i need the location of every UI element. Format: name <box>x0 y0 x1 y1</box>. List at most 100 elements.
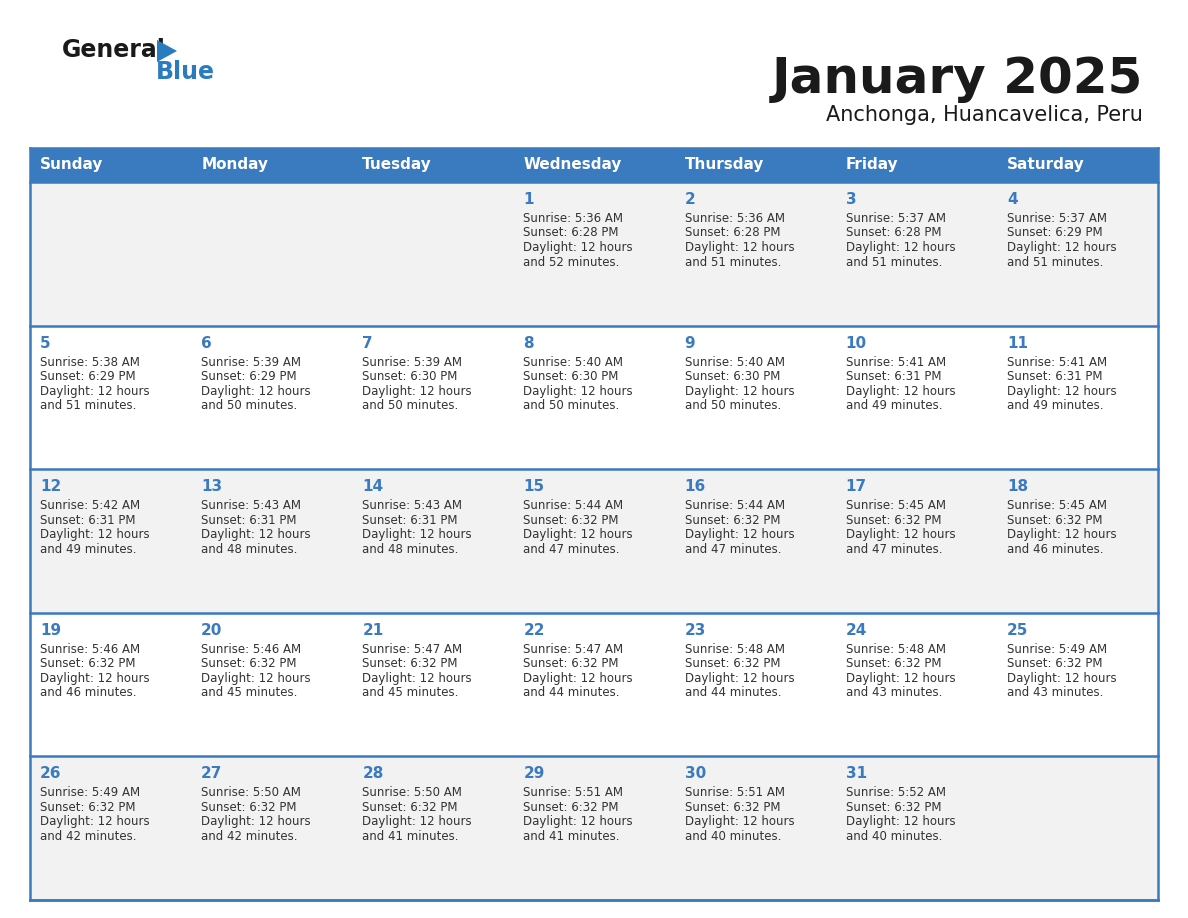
Text: Sunset: 6:28 PM: Sunset: 6:28 PM <box>524 227 619 240</box>
Text: Sunset: 6:30 PM: Sunset: 6:30 PM <box>362 370 457 383</box>
Text: General: General <box>62 38 166 62</box>
Text: Sunset: 6:29 PM: Sunset: 6:29 PM <box>201 370 297 383</box>
Text: Sunrise: 5:44 AM: Sunrise: 5:44 AM <box>524 499 624 512</box>
Bar <box>30 613 191 756</box>
Text: Sunset: 6:32 PM: Sunset: 6:32 PM <box>846 514 941 527</box>
Text: Anchonga, Huancavelica, Peru: Anchonga, Huancavelica, Peru <box>826 105 1143 125</box>
Text: and 43 minutes.: and 43 minutes. <box>1007 687 1104 700</box>
Text: and 45 minutes.: and 45 minutes. <box>362 687 459 700</box>
Text: Sunrise: 5:50 AM: Sunrise: 5:50 AM <box>362 787 462 800</box>
Text: Blue: Blue <box>156 60 215 84</box>
Text: Sunset: 6:29 PM: Sunset: 6:29 PM <box>40 370 135 383</box>
Text: 9: 9 <box>684 336 695 351</box>
Text: and 45 minutes.: and 45 minutes. <box>201 687 297 700</box>
Text: and 50 minutes.: and 50 minutes. <box>362 399 459 412</box>
Text: 4: 4 <box>1007 192 1017 207</box>
Text: Daylight: 12 hours: Daylight: 12 hours <box>846 241 955 254</box>
Text: Sunset: 6:31 PM: Sunset: 6:31 PM <box>40 514 135 527</box>
Text: and 51 minutes.: and 51 minutes. <box>40 399 137 412</box>
Bar <box>835 613 997 756</box>
Bar <box>30 756 191 900</box>
Text: and 44 minutes.: and 44 minutes. <box>684 687 781 700</box>
Text: Monday: Monday <box>201 158 268 173</box>
Bar <box>30 148 191 182</box>
Text: Sunrise: 5:43 AM: Sunrise: 5:43 AM <box>201 499 301 512</box>
Text: 16: 16 <box>684 479 706 494</box>
Text: and 46 minutes.: and 46 minutes. <box>40 687 137 700</box>
Text: Sunrise: 5:39 AM: Sunrise: 5:39 AM <box>362 355 462 369</box>
Text: January 2025: January 2025 <box>772 55 1143 103</box>
Text: and 49 minutes.: and 49 minutes. <box>1007 399 1104 412</box>
Text: 19: 19 <box>40 622 61 638</box>
Text: and 43 minutes.: and 43 minutes. <box>846 687 942 700</box>
Bar <box>191 756 353 900</box>
Text: Daylight: 12 hours: Daylight: 12 hours <box>1007 385 1117 397</box>
Text: Daylight: 12 hours: Daylight: 12 hours <box>846 385 955 397</box>
Text: Sunset: 6:32 PM: Sunset: 6:32 PM <box>1007 657 1102 670</box>
Text: Daylight: 12 hours: Daylight: 12 hours <box>201 528 311 542</box>
Text: 5: 5 <box>40 336 51 351</box>
Text: Daylight: 12 hours: Daylight: 12 hours <box>684 815 795 828</box>
Bar <box>30 469 191 613</box>
Bar <box>353 182 513 326</box>
Text: 22: 22 <box>524 622 545 638</box>
Bar <box>353 469 513 613</box>
Text: and 50 minutes.: and 50 minutes. <box>201 399 297 412</box>
Text: and 48 minutes.: and 48 minutes. <box>362 543 459 555</box>
Text: Sunset: 6:32 PM: Sunset: 6:32 PM <box>524 657 619 670</box>
Text: Daylight: 12 hours: Daylight: 12 hours <box>1007 528 1117 542</box>
Text: Daylight: 12 hours: Daylight: 12 hours <box>684 672 795 685</box>
Bar <box>353 148 513 182</box>
Bar <box>30 182 191 326</box>
Text: Sunset: 6:32 PM: Sunset: 6:32 PM <box>684 800 781 814</box>
Text: Daylight: 12 hours: Daylight: 12 hours <box>684 241 795 254</box>
Bar <box>997 469 1158 613</box>
Text: Daylight: 12 hours: Daylight: 12 hours <box>362 672 472 685</box>
Text: Sunrise: 5:39 AM: Sunrise: 5:39 AM <box>201 355 301 369</box>
Text: Daylight: 12 hours: Daylight: 12 hours <box>362 528 472 542</box>
Text: Sunday: Sunday <box>40 158 103 173</box>
Text: and 48 minutes.: and 48 minutes. <box>201 543 297 555</box>
Text: Sunset: 6:32 PM: Sunset: 6:32 PM <box>201 657 297 670</box>
Text: Sunset: 6:32 PM: Sunset: 6:32 PM <box>362 657 457 670</box>
Text: Daylight: 12 hours: Daylight: 12 hours <box>524 385 633 397</box>
Bar <box>997 756 1158 900</box>
Text: and 52 minutes.: and 52 minutes. <box>524 255 620 268</box>
Text: Sunset: 6:32 PM: Sunset: 6:32 PM <box>40 657 135 670</box>
Bar <box>353 326 513 469</box>
Bar <box>997 182 1158 326</box>
Text: Sunset: 6:32 PM: Sunset: 6:32 PM <box>40 800 135 814</box>
Text: Sunset: 6:32 PM: Sunset: 6:32 PM <box>846 800 941 814</box>
Text: Sunrise: 5:42 AM: Sunrise: 5:42 AM <box>40 499 140 512</box>
Text: Sunrise: 5:45 AM: Sunrise: 5:45 AM <box>846 499 946 512</box>
Bar <box>675 326 835 469</box>
Text: 1: 1 <box>524 192 533 207</box>
Text: Daylight: 12 hours: Daylight: 12 hours <box>201 815 311 828</box>
Text: and 40 minutes.: and 40 minutes. <box>684 830 781 843</box>
Polygon shape <box>157 40 177 62</box>
Text: 23: 23 <box>684 622 706 638</box>
Text: Daylight: 12 hours: Daylight: 12 hours <box>846 815 955 828</box>
Text: Sunset: 6:32 PM: Sunset: 6:32 PM <box>684 514 781 527</box>
Text: Thursday: Thursday <box>684 158 764 173</box>
Bar <box>675 469 835 613</box>
Text: and 46 minutes.: and 46 minutes. <box>1007 543 1104 555</box>
Bar <box>675 613 835 756</box>
Bar <box>513 469 675 613</box>
Text: Daylight: 12 hours: Daylight: 12 hours <box>40 528 150 542</box>
Text: Saturday: Saturday <box>1007 158 1085 173</box>
Text: Daylight: 12 hours: Daylight: 12 hours <box>362 815 472 828</box>
Text: Sunrise: 5:43 AM: Sunrise: 5:43 AM <box>362 499 462 512</box>
Text: Sunrise: 5:44 AM: Sunrise: 5:44 AM <box>684 499 785 512</box>
Text: Sunset: 6:32 PM: Sunset: 6:32 PM <box>524 800 619 814</box>
Text: 17: 17 <box>846 479 867 494</box>
Text: and 41 minutes.: and 41 minutes. <box>362 830 459 843</box>
Text: Sunset: 6:28 PM: Sunset: 6:28 PM <box>846 227 941 240</box>
Text: Sunrise: 5:51 AM: Sunrise: 5:51 AM <box>524 787 624 800</box>
Text: 25: 25 <box>1007 622 1029 638</box>
Text: Sunset: 6:31 PM: Sunset: 6:31 PM <box>201 514 297 527</box>
Bar <box>835 182 997 326</box>
Text: and 40 minutes.: and 40 minutes. <box>846 830 942 843</box>
Text: Sunset: 6:32 PM: Sunset: 6:32 PM <box>201 800 297 814</box>
Text: 15: 15 <box>524 479 544 494</box>
